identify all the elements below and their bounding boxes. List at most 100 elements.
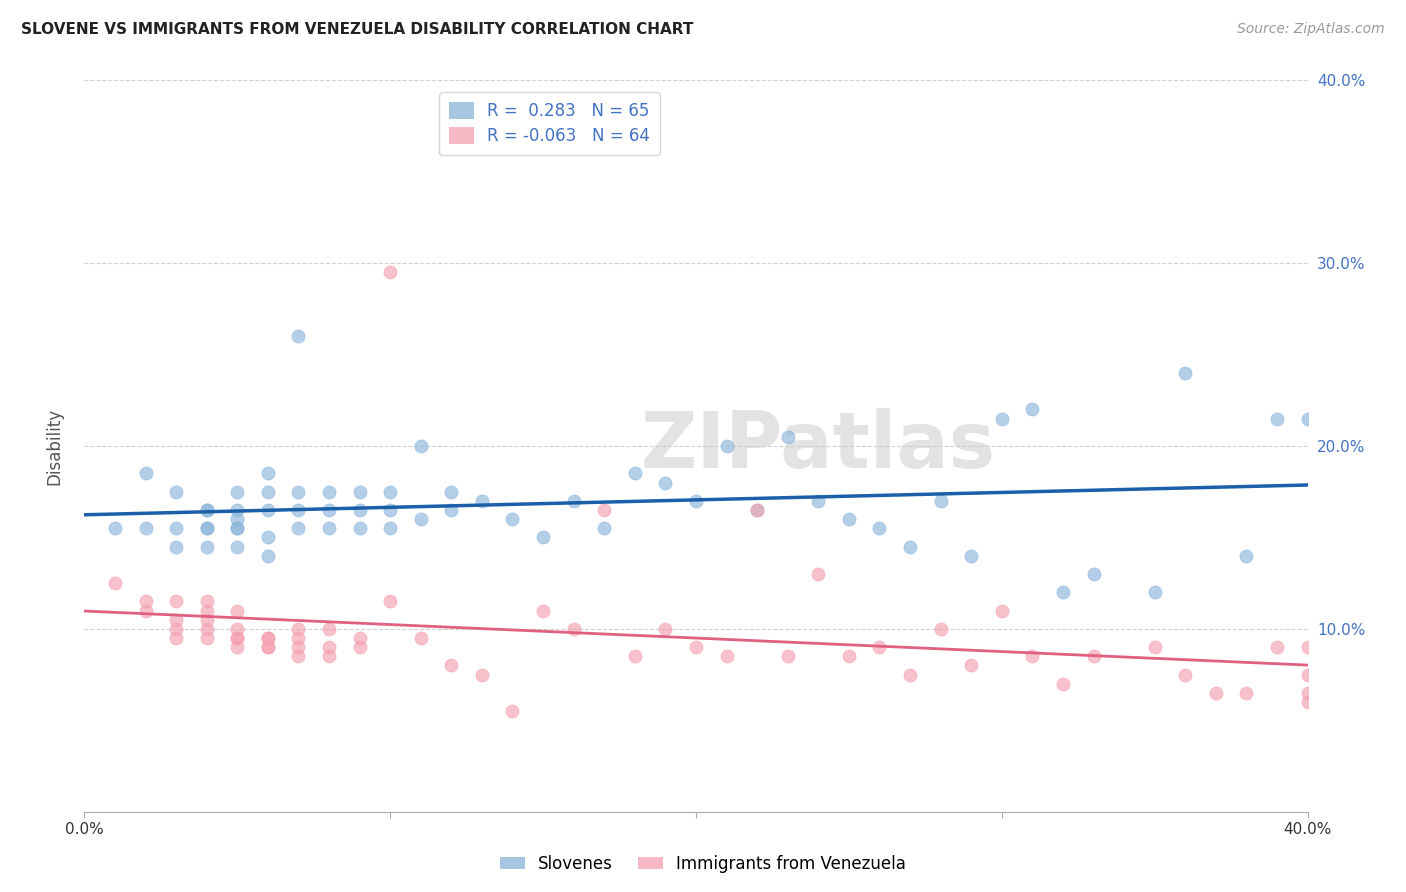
- Point: [226, 640, 249, 655]
- Point: [409, 631, 432, 645]
- Point: [195, 521, 218, 535]
- Point: [440, 503, 463, 517]
- Point: [654, 622, 676, 636]
- Point: [562, 494, 585, 508]
- Point: [869, 521, 891, 535]
- Point: [226, 521, 249, 535]
- Point: [838, 512, 860, 526]
- Point: [349, 503, 371, 517]
- Point: [502, 512, 524, 526]
- Point: [1296, 640, 1319, 655]
- Point: [257, 484, 280, 499]
- Point: [685, 640, 707, 655]
- Point: [471, 494, 494, 508]
- Y-axis label: Disability: Disability: [45, 408, 63, 484]
- Point: [226, 521, 249, 535]
- Point: [716, 439, 738, 453]
- Point: [195, 521, 218, 535]
- Legend: Slovenes, Immigrants from Venezuela: Slovenes, Immigrants from Venezuela: [494, 848, 912, 880]
- Point: [1052, 585, 1074, 599]
- Point: [257, 530, 280, 544]
- Point: [257, 631, 280, 645]
- Point: [287, 503, 309, 517]
- Point: [104, 521, 127, 535]
- Point: [380, 484, 402, 499]
- Point: [747, 503, 769, 517]
- Point: [318, 640, 340, 655]
- Point: [195, 594, 218, 608]
- Point: [226, 631, 249, 645]
- Point: [716, 649, 738, 664]
- Point: [776, 649, 799, 664]
- Point: [226, 631, 249, 645]
- Point: [1265, 411, 1288, 425]
- Point: [195, 631, 218, 645]
- Point: [287, 631, 309, 645]
- Point: [898, 540, 921, 554]
- Point: [869, 640, 891, 655]
- Point: [1143, 585, 1166, 599]
- Point: [287, 649, 309, 664]
- Point: [1296, 695, 1319, 709]
- Text: SLOVENE VS IMMIGRANTS FROM VENEZUELA DISABILITY CORRELATION CHART: SLOVENE VS IMMIGRANTS FROM VENEZUELA DIS…: [21, 22, 693, 37]
- Text: Source: ZipAtlas.com: Source: ZipAtlas.com: [1237, 22, 1385, 37]
- Point: [257, 640, 280, 655]
- Point: [135, 467, 157, 481]
- Point: [991, 411, 1014, 425]
- Point: [195, 540, 218, 554]
- Point: [1143, 640, 1166, 655]
- Point: [380, 503, 402, 517]
- Point: [104, 576, 127, 591]
- Point: [195, 613, 218, 627]
- Point: [562, 622, 585, 636]
- Point: [318, 622, 340, 636]
- Point: [380, 521, 402, 535]
- Point: [318, 503, 340, 517]
- Point: [960, 549, 983, 563]
- Point: [165, 594, 187, 608]
- Point: [1083, 649, 1105, 664]
- Point: [929, 494, 952, 508]
- Point: [318, 484, 340, 499]
- Point: [349, 631, 371, 645]
- Point: [624, 467, 647, 481]
- Point: [257, 467, 280, 481]
- Point: [440, 658, 463, 673]
- Point: [165, 622, 187, 636]
- Point: [747, 503, 769, 517]
- Point: [135, 603, 157, 617]
- Point: [195, 622, 218, 636]
- Point: [135, 594, 157, 608]
- Point: [165, 613, 187, 627]
- Point: [165, 521, 187, 535]
- Point: [287, 622, 309, 636]
- Point: [287, 329, 309, 343]
- Point: [1296, 667, 1319, 681]
- Point: [593, 503, 616, 517]
- Point: [1052, 676, 1074, 690]
- Point: [1021, 649, 1043, 664]
- Point: [257, 631, 280, 645]
- Point: [226, 484, 249, 499]
- Point: [776, 430, 799, 444]
- Point: [960, 658, 983, 673]
- Point: [287, 484, 309, 499]
- Point: [226, 540, 249, 554]
- Text: ZIPatlas: ZIPatlas: [641, 408, 995, 484]
- Point: [440, 484, 463, 499]
- Point: [624, 649, 647, 664]
- Point: [226, 603, 249, 617]
- Point: [1174, 667, 1197, 681]
- Point: [1205, 686, 1227, 700]
- Point: [195, 603, 218, 617]
- Point: [135, 521, 157, 535]
- Point: [226, 503, 249, 517]
- Point: [349, 521, 371, 535]
- Point: [380, 594, 402, 608]
- Point: [287, 521, 309, 535]
- Point: [685, 494, 707, 508]
- Point: [287, 640, 309, 655]
- Point: [838, 649, 860, 664]
- Point: [318, 649, 340, 664]
- Point: [257, 640, 280, 655]
